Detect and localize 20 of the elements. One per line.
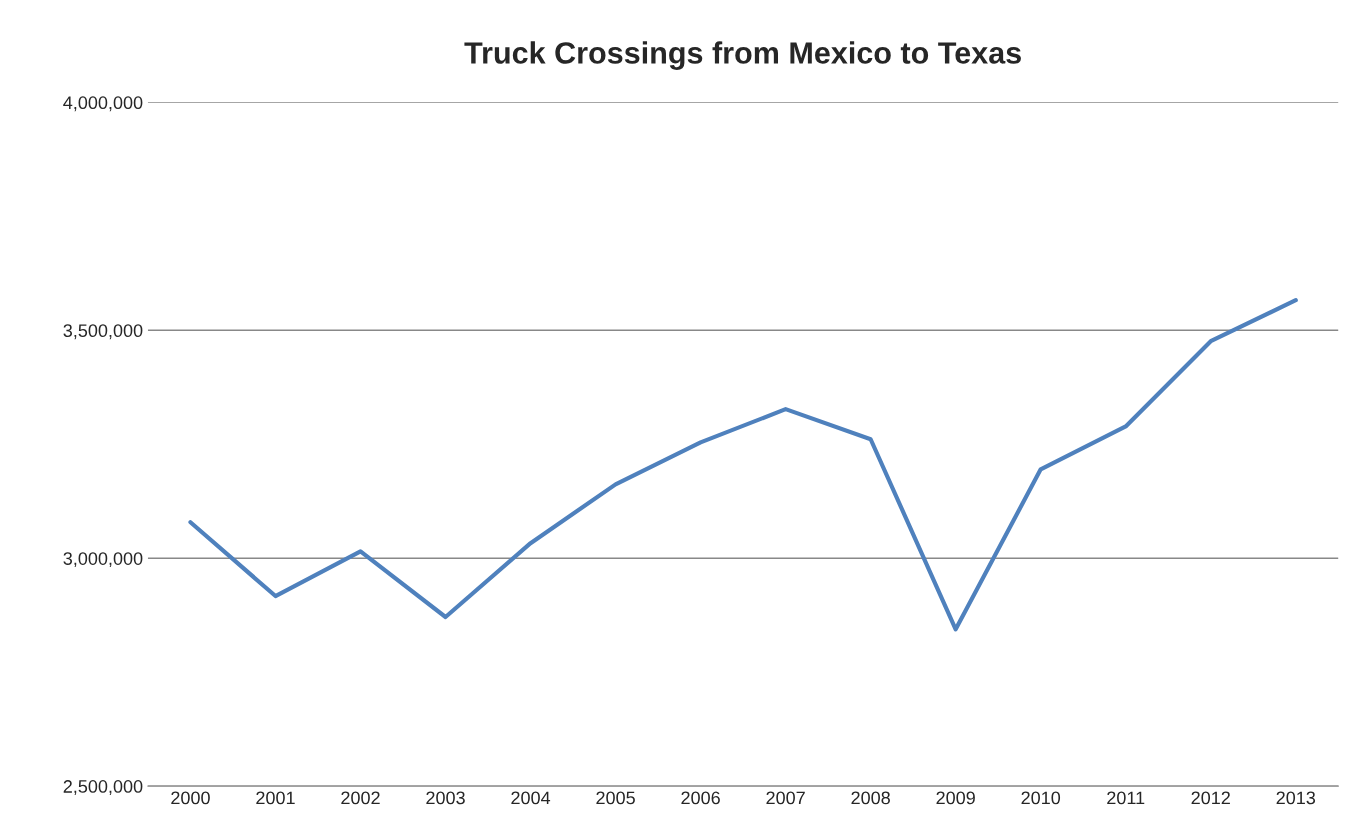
x-tick-label: 2010 xyxy=(1021,791,1061,805)
x-tick-label: 2002 xyxy=(341,791,380,805)
x-tick-label: 2008 xyxy=(851,791,890,805)
y-tick-label: 3,500,000 xyxy=(63,324,143,340)
x-tick-label: 2013 xyxy=(1276,791,1316,805)
x-tick-label: 2004 xyxy=(511,791,551,805)
x-tick-label: 2006 xyxy=(681,791,720,805)
x-tick-label: 2000 xyxy=(171,791,210,805)
x-tick-label: 2011 xyxy=(1107,791,1145,805)
x-tick-label: 2007 xyxy=(766,791,805,805)
x-tick-label: 2005 xyxy=(596,791,635,805)
x-tick-label: 2009 xyxy=(936,791,975,805)
x-tick-label: 2003 xyxy=(426,791,465,805)
x-tick-label: 2001 xyxy=(256,791,295,805)
x-tick-label: 2012 xyxy=(1191,791,1230,805)
chart-title: Truck Crossings from Mexico to Texas xyxy=(464,41,1021,70)
y-tick-label: 4,000,000 xyxy=(63,96,143,112)
y-tick-label: 3,000,000 xyxy=(63,552,143,568)
line-series xyxy=(188,298,1298,632)
y-tick-label: 2,500,000 xyxy=(63,780,143,795)
